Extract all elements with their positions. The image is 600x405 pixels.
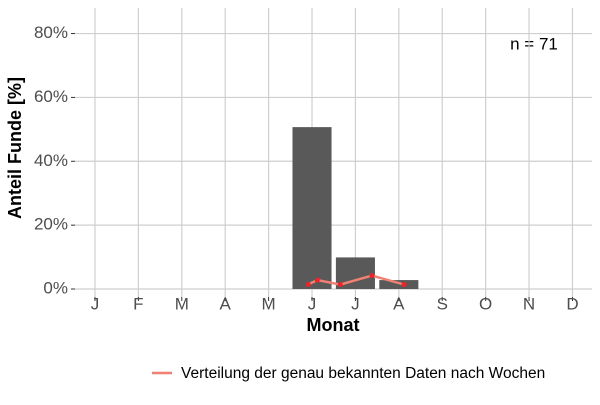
x-tick-label: D bbox=[566, 294, 578, 313]
y-tick-label: 60% bbox=[34, 87, 68, 106]
x-axis-title: Monat bbox=[307, 315, 360, 335]
x-tick-label: S bbox=[437, 294, 448, 313]
y-axis-title: Anteil Funde [%] bbox=[5, 77, 25, 219]
bar bbox=[292, 127, 332, 290]
point bbox=[314, 277, 320, 283]
x-tick-label: N bbox=[523, 294, 535, 313]
annotation: n = 71 bbox=[510, 34, 558, 53]
bar bbox=[379, 280, 419, 290]
y-tick-label: 80% bbox=[34, 23, 68, 42]
x-tick-label: M bbox=[175, 294, 189, 313]
point bbox=[401, 282, 407, 288]
x-tick-label: M bbox=[262, 294, 276, 313]
y-tick-label: 20% bbox=[34, 215, 68, 234]
legend-label: Verteilung der genau bekannten Daten nac… bbox=[181, 365, 545, 382]
plot bbox=[71, 8, 592, 301]
x-tick-label: A bbox=[393, 294, 405, 313]
x-tick-label: J bbox=[91, 294, 100, 313]
y-tick-label: 0% bbox=[43, 279, 68, 298]
x-tick-label: F bbox=[133, 294, 143, 313]
point bbox=[337, 282, 343, 288]
x-tick-label: J bbox=[351, 294, 360, 313]
point bbox=[369, 273, 375, 279]
x-tick-label: A bbox=[220, 294, 232, 313]
y-tick-label: 40% bbox=[34, 151, 68, 170]
x-tick-label: O bbox=[479, 294, 492, 313]
x-tick-label: J bbox=[308, 294, 317, 313]
point bbox=[305, 282, 311, 288]
